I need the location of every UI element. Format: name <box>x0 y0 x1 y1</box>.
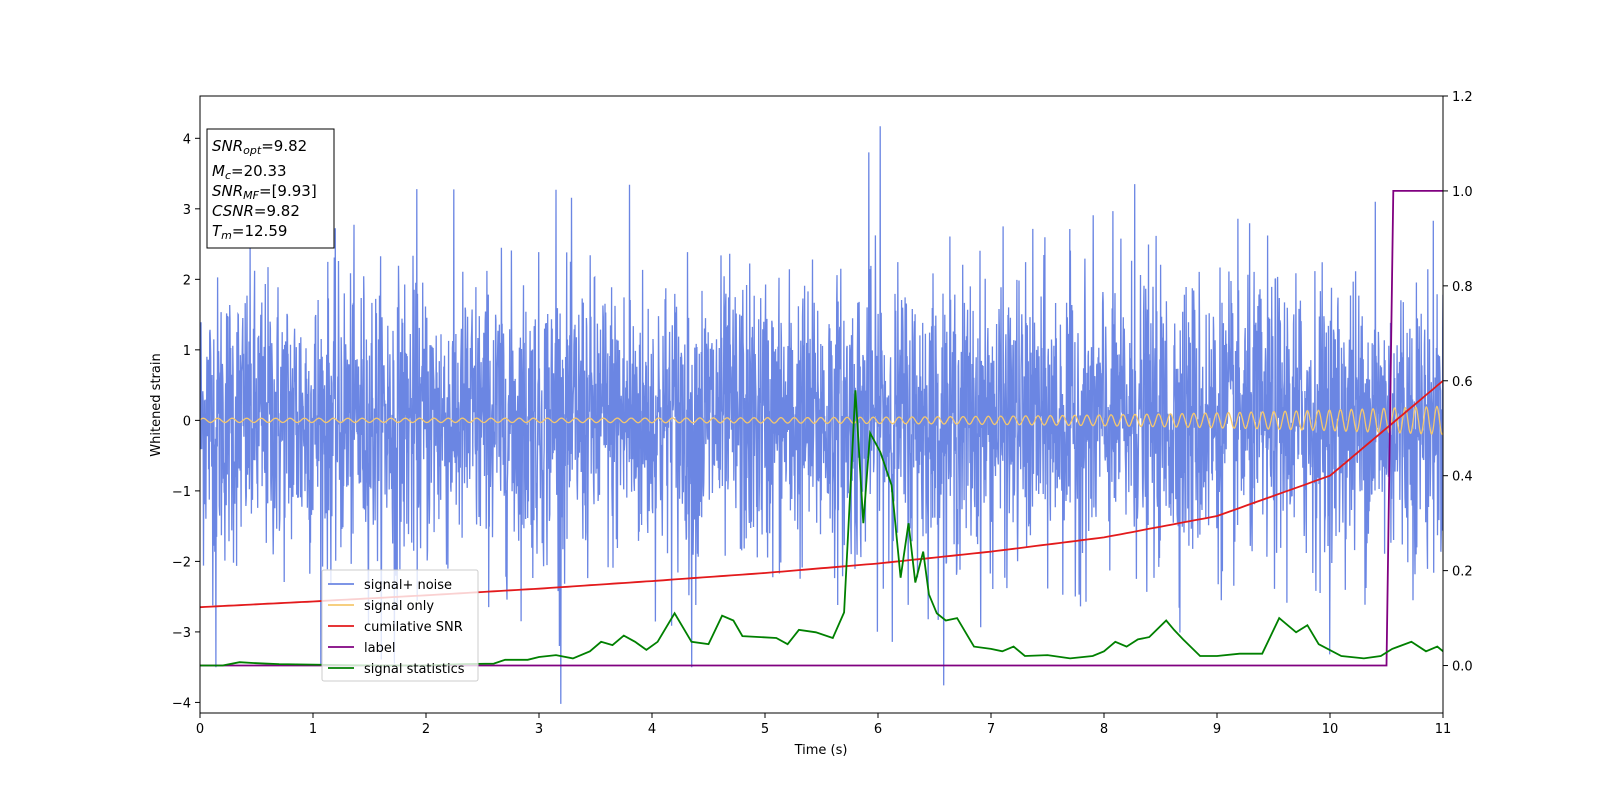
y2-tick-label: 0.0 <box>1452 660 1473 675</box>
annotation-symbol: T <box>212 222 223 240</box>
x-tick-label: 1 <box>309 722 317 737</box>
x-tick-label: 7 <box>987 722 995 737</box>
legend-frame <box>321 569 479 682</box>
annotation-subscript: MF <box>243 189 259 202</box>
y-axis-right: 0.0 0.2 0.4 0.6 0.8 1.0 1.2 <box>1443 90 1473 675</box>
y2-tick-label: 0.4 <box>1452 470 1473 485</box>
y-tick-label: 1 <box>183 344 191 359</box>
annotation-value: =20.33 <box>231 162 287 180</box>
y-tick-label: −2 <box>172 555 191 570</box>
y2-tick-label: 1.2 <box>1452 90 1473 105</box>
legend-label: label <box>364 641 395 656</box>
annotation-symbol: M <box>212 162 225 180</box>
x-tick-label: 3 <box>535 722 543 737</box>
y-tick-label: 3 <box>183 203 191 218</box>
y-tick-label: 4 <box>183 132 191 147</box>
y2-tick-label: 1.0 <box>1452 185 1473 200</box>
annotation-value: =9.82 <box>261 137 307 155</box>
annotation-value: =[9.93] <box>259 182 317 200</box>
annotation-symbol: SNR <box>212 182 243 200</box>
y-axis-left: −4 −3 −2 −1 0 1 2 3 4 <box>172 132 200 711</box>
x-tick-label: 5 <box>761 722 769 737</box>
legend-label: cumilative SNR <box>364 620 463 635</box>
annotation-line: Tm=12.59 <box>212 222 287 242</box>
x-axis: 0 1 2 3 4 5 6 7 8 9 10 11 <box>196 713 1451 737</box>
y-tick-label: −3 <box>172 626 191 641</box>
annotation-subscript: opt <box>243 144 262 157</box>
series-line-signal-noise <box>200 126 1443 704</box>
x-tick-label: 4 <box>648 722 656 737</box>
y-tick-label: −4 <box>172 696 191 711</box>
annotation-symbol: SNR <box>212 137 243 155</box>
legend-label: signal+ noise <box>364 578 452 593</box>
x-tick-label: 0 <box>196 722 204 737</box>
x-tick-label: 9 <box>1213 722 1221 737</box>
y-tick-label: 2 <box>183 273 191 288</box>
x-tick-label: 11 <box>1435 722 1452 737</box>
y-axis-label: Whitened strain <box>149 353 164 456</box>
x-axis-label: Time (s) <box>794 743 848 758</box>
y-tick-label: −1 <box>172 485 191 500</box>
annotation-value: =9.82 <box>254 202 300 220</box>
y2-tick-label: 0.8 <box>1452 280 1473 295</box>
y-tick-label: 0 <box>183 414 191 429</box>
annotation-symbol: CSNR <box>212 202 254 220</box>
annotation-value: =12.59 <box>232 222 288 240</box>
annotation-line: SNRMF=[9.93] <box>212 182 317 202</box>
series-line-label <box>200 190 1443 667</box>
series-line-signal-statistics <box>200 390 1443 667</box>
legend-label: signal only <box>364 599 434 614</box>
legend: signal+ noise signal only cumilative SNR la… <box>321 569 479 682</box>
x-tick-label: 2 <box>422 722 430 737</box>
legend-label: signal statistics <box>364 662 465 677</box>
annotation-box: SNRopt=9.82Mc=20.33SNRMF=[9.93]CSNR=9.82… <box>206 128 335 249</box>
x-tick-label: 6 <box>874 722 882 737</box>
annotation-subscript: m <box>221 229 232 242</box>
y2-tick-label: 0.2 <box>1452 565 1473 580</box>
annotation-frame <box>206 128 335 249</box>
series-line-signal-only <box>200 405 1443 436</box>
annotation-line: CSNR=9.82 <box>212 202 300 220</box>
plot-frame <box>199 95 1444 714</box>
annotation-subscript: c <box>225 169 231 182</box>
annotation-line: SNRopt=9.82 <box>212 137 307 157</box>
x-tick-label: 10 <box>1322 722 1339 737</box>
annotation-line: Mc=20.33 <box>212 162 287 182</box>
y2-tick-label: 0.6 <box>1452 375 1473 390</box>
x-tick-label: 8 <box>1100 722 1108 737</box>
